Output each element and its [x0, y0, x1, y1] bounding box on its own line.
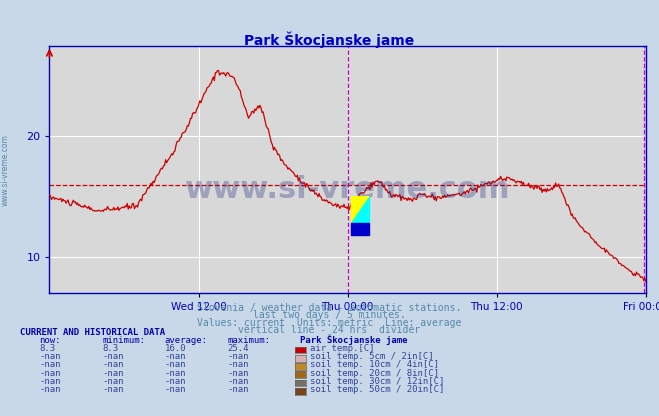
Text: minimum:: minimum: — [102, 336, 145, 345]
Text: -nan: -nan — [40, 352, 61, 361]
Polygon shape — [351, 197, 369, 223]
Text: vertical line - 24 hrs  divider: vertical line - 24 hrs divider — [239, 325, 420, 335]
Text: CURRENT AND HISTORICAL DATA: CURRENT AND HISTORICAL DATA — [20, 328, 165, 337]
Text: -nan: -nan — [102, 352, 124, 361]
Polygon shape — [351, 197, 369, 223]
Text: -nan: -nan — [102, 385, 124, 394]
Text: now:: now: — [40, 336, 61, 345]
Text: Park Škocjanske jame: Park Škocjanske jame — [300, 335, 407, 345]
Text: last two days / 5 minutes.: last two days / 5 minutes. — [253, 310, 406, 320]
Text: -nan: -nan — [165, 369, 186, 378]
Text: -nan: -nan — [227, 385, 249, 394]
Text: average:: average: — [165, 336, 208, 345]
Text: soil temp. 10cm / 4in[C]: soil temp. 10cm / 4in[C] — [310, 360, 439, 369]
Bar — [351, 223, 369, 235]
Text: soil temp. 30cm / 12in[C]: soil temp. 30cm / 12in[C] — [310, 377, 444, 386]
Text: soil temp. 20cm / 8in[C]: soil temp. 20cm / 8in[C] — [310, 369, 439, 378]
Text: -nan: -nan — [227, 369, 249, 378]
Text: Park Škocjanske jame: Park Škocjanske jame — [244, 31, 415, 48]
Text: -nan: -nan — [40, 385, 61, 394]
Text: 8.3: 8.3 — [102, 344, 118, 353]
Text: -nan: -nan — [102, 369, 124, 378]
Text: 16.0: 16.0 — [165, 344, 186, 353]
Text: -nan: -nan — [165, 352, 186, 361]
Text: -nan: -nan — [227, 352, 249, 361]
Text: -nan: -nan — [165, 360, 186, 369]
Text: -nan: -nan — [165, 385, 186, 394]
Text: -nan: -nan — [40, 377, 61, 386]
Text: soil temp. 50cm / 20in[C]: soil temp. 50cm / 20in[C] — [310, 385, 444, 394]
Text: 8.3: 8.3 — [40, 344, 55, 353]
Text: -nan: -nan — [227, 360, 249, 369]
Text: -nan: -nan — [165, 377, 186, 386]
Text: soil temp. 5cm / 2in[C]: soil temp. 5cm / 2in[C] — [310, 352, 434, 361]
Text: maximum:: maximum: — [227, 336, 270, 345]
Text: air temp.[C]: air temp.[C] — [310, 344, 374, 353]
Text: www.si-vreme.com: www.si-vreme.com — [185, 175, 510, 204]
Text: www.si-vreme.com: www.si-vreme.com — [1, 135, 10, 206]
Text: Slovenia / weather data - automatic stations.: Slovenia / weather data - automatic stat… — [197, 303, 462, 313]
Text: -nan: -nan — [102, 360, 124, 369]
Text: -nan: -nan — [40, 369, 61, 378]
Text: 25.4: 25.4 — [227, 344, 249, 353]
Text: -nan: -nan — [102, 377, 124, 386]
Text: Values: current  Units: metric  Line: average: Values: current Units: metric Line: aver… — [197, 318, 462, 328]
Text: -nan: -nan — [227, 377, 249, 386]
Text: -nan: -nan — [40, 360, 61, 369]
